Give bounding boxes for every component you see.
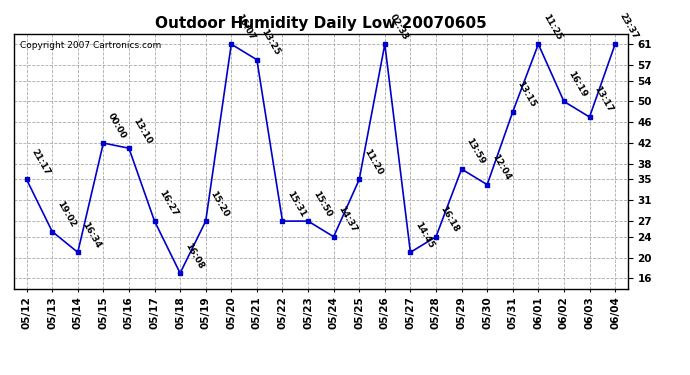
Text: 13:17: 13:17 [592,85,615,114]
Text: 16:27: 16:27 [157,189,179,218]
Text: 12:04: 12:04 [490,153,512,182]
Text: 23:37: 23:37 [618,12,640,41]
Text: Copyright 2007 Cartronics.com: Copyright 2007 Cartronics.com [20,41,161,50]
Text: 13:59: 13:59 [464,137,486,166]
Text: 11:25: 11:25 [541,12,563,41]
Text: 16:08: 16:08 [183,241,205,270]
Text: 16:34: 16:34 [81,220,103,249]
Text: 16:18: 16:18 [439,205,461,234]
Text: 00:00: 00:00 [106,111,128,140]
Text: 15:31: 15:31 [285,189,307,218]
Text: 15:20: 15:20 [208,189,230,218]
Text: 16:19: 16:19 [566,69,589,99]
Title: Outdoor Humidity Daily Low 20070605: Outdoor Humidity Daily Low 20070605 [155,16,486,31]
Text: 15:50: 15:50 [310,189,333,218]
Text: 02:33: 02:33 [388,12,410,41]
Text: 21:17: 21:17 [30,147,52,177]
Text: 13:25: 13:25 [259,28,282,57]
Text: 11:20: 11:20 [362,147,384,177]
Text: 16:07: 16:07 [234,12,256,41]
Text: 13:10: 13:10 [132,116,154,146]
Text: 14:45: 14:45 [413,220,435,249]
Text: 14:37: 14:37 [337,204,359,234]
Text: 13:15: 13:15 [515,80,538,109]
Text: 19:02: 19:02 [55,200,77,229]
